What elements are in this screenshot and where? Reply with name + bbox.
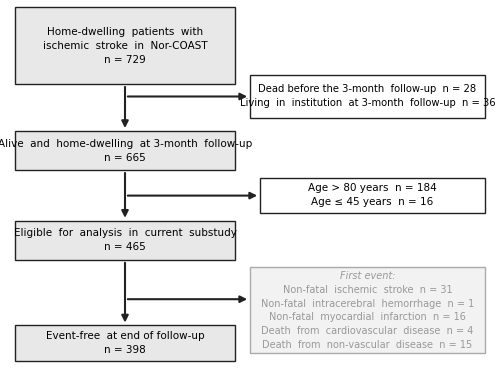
Text: Home-dwelling  patients  with
ischemic  stroke  in  Nor-COAST
n = 729: Home-dwelling patients with ischemic str… — [42, 27, 207, 65]
Text: Alive  and  home-dwelling  at 3-month  follow-up
n = 665: Alive and home-dwelling at 3-month follo… — [0, 138, 252, 163]
Text: Eligible  for  analysis  in  current  substudy
n = 465: Eligible for analysis in current substud… — [14, 228, 236, 252]
Text: Non-fatal  ischemic  stroke  n = 31: Non-fatal ischemic stroke n = 31 — [282, 285, 452, 295]
FancyBboxPatch shape — [15, 131, 235, 170]
Text: First event:: First event: — [340, 271, 395, 281]
FancyBboxPatch shape — [15, 325, 235, 361]
Text: Death  from  cardiovascular  disease  n = 4: Death from cardiovascular disease n = 4 — [262, 326, 474, 336]
Text: Non-fatal  myocardial  infarction  n = 16: Non-fatal myocardial infarction n = 16 — [269, 312, 466, 322]
Text: Event-free  at end of follow-up
n = 398: Event-free at end of follow-up n = 398 — [46, 331, 204, 355]
Text: Age > 80 years  n = 184
Age ≤ 45 years  n = 16: Age > 80 years n = 184 Age ≤ 45 years n … — [308, 183, 437, 208]
Text: Death  from  non-vascular  disease  n = 15: Death from non-vascular disease n = 15 — [262, 340, 472, 350]
FancyBboxPatch shape — [250, 267, 485, 353]
FancyBboxPatch shape — [15, 7, 235, 84]
FancyBboxPatch shape — [15, 221, 235, 260]
FancyBboxPatch shape — [250, 75, 485, 118]
Text: Dead before the 3-month  follow-up  n = 28
Living  in  institution  at 3-month  : Dead before the 3-month follow-up n = 28… — [240, 84, 496, 108]
FancyBboxPatch shape — [260, 178, 485, 213]
Text: Non-fatal  intracerebral  hemorrhage  n = 1: Non-fatal intracerebral hemorrhage n = 1 — [261, 298, 474, 309]
